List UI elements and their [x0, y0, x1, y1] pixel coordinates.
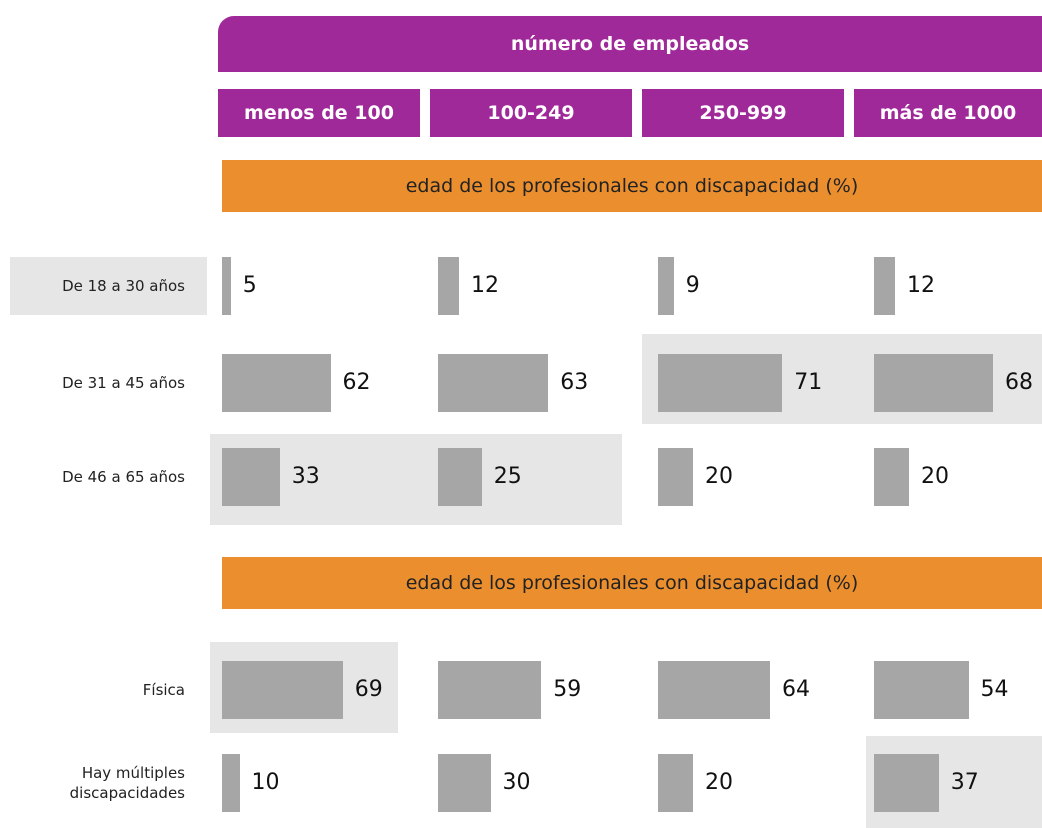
value-label: 69	[354, 677, 383, 702]
value-label: 12	[471, 273, 499, 298]
bar	[658, 448, 693, 506]
bar	[658, 754, 693, 812]
section-title: edad de los profesionales con discapacid…	[222, 557, 1042, 609]
bar	[874, 354, 993, 412]
header-title: número de empleados	[218, 16, 1042, 72]
value-label: 54	[980, 677, 1009, 702]
value-label: 68	[1005, 370, 1033, 395]
column-header: menos de 100	[218, 89, 420, 137]
row-label: De 46 a 65 años	[62, 468, 185, 486]
value-label: 10	[251, 770, 280, 795]
value-label: 62	[342, 370, 371, 395]
bar	[658, 661, 770, 719]
value-label: 5	[242, 273, 257, 298]
section-title: edad de los profesionales con discapacid…	[222, 160, 1042, 212]
bar	[222, 448, 280, 506]
value-label: 59	[553, 677, 582, 702]
value-label: 37	[950, 770, 979, 795]
bar	[438, 257, 459, 315]
value-label: 64	[782, 677, 810, 702]
bar	[438, 754, 491, 812]
value-label: 63	[560, 370, 589, 395]
bar	[222, 257, 231, 315]
value-label: 33	[291, 464, 320, 489]
value-label: 20	[705, 464, 733, 489]
column-header: más de 1000	[854, 89, 1042, 137]
bar	[438, 661, 542, 719]
bar	[874, 754, 939, 812]
value-label: 12	[907, 273, 935, 298]
bar	[438, 354, 549, 412]
bar	[874, 448, 909, 506]
value-label: 25	[493, 464, 522, 489]
row-label: De 18 a 30 años	[62, 277, 185, 295]
value-label: 71	[794, 370, 823, 395]
row-label: Física	[142, 681, 185, 699]
bar	[874, 661, 969, 719]
bar	[658, 257, 674, 315]
column-header: 100-249	[430, 89, 632, 137]
row-label: De 31 a 45 años	[62, 374, 185, 392]
row-label: Hay múltiples discapacidades	[69, 764, 185, 802]
value-label: 30	[502, 770, 531, 795]
bar	[438, 448, 482, 506]
column-header: 250-999	[642, 89, 844, 137]
highlight	[10, 257, 207, 315]
bar	[658, 354, 783, 412]
value-label: 9	[685, 273, 700, 298]
bar	[222, 661, 343, 719]
value-label: 20	[921, 464, 949, 489]
bar	[222, 354, 331, 412]
value-label: 20	[705, 770, 733, 795]
bar	[222, 754, 240, 812]
bar	[874, 257, 895, 315]
